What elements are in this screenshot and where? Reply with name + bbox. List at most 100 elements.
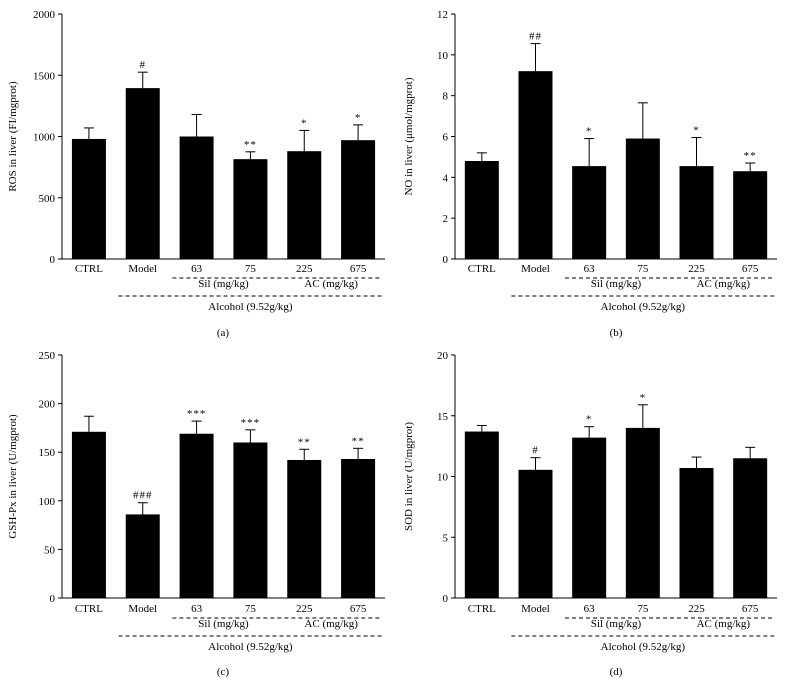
y-tick-label: 250 [39,350,56,362]
significance-mark: ** [244,139,257,151]
panel-label: (b) [610,327,623,339]
category-label: 225 [296,603,313,615]
significance-mark: * [640,392,647,404]
category-label: 675 [350,603,367,615]
category-label: 75 [245,263,257,275]
alcohol-group-label: Alcohol (9.52g/kg) [208,641,293,653]
significance-mark: ** [298,436,311,448]
panel-label: (a) [217,327,230,339]
y-tick-label: 1500 [33,70,56,82]
significance-mark: ### [133,490,153,502]
chart-panel-0: 0 500 1000 1500 2000 ROS in liver (FI/mgprot)… [7,9,385,339]
bar-75 [233,159,268,259]
ac-group-label: AC (mg/kg) [304,278,358,290]
significance-mark: * [693,125,700,137]
category-label: 675 [350,263,367,275]
sil-group-label: Sil (mg/kg) [198,278,249,290]
alcohol-group-label: Alcohol (9.52g/kg) [601,301,686,313]
y-tick-label: 150 [39,447,56,459]
y-tick-label: 200 [39,399,56,411]
category-label: Model [521,603,550,615]
significance-mark: ## [529,31,542,43]
bar-225 [679,467,714,598]
bar-CTRL [464,431,499,598]
chart-panel-3: 0 5 10 15 20 SOD in liver (U/mgprot) CTRL # Mode… [403,350,777,678]
ac-group-label: AC (mg/kg) [697,278,751,290]
alcohol-group-label: Alcohol (9.52g/kg) [601,641,686,653]
bar-675 [341,140,376,259]
y-axis-label: NO in liver (μmol/mgprot) [403,77,415,195]
y-tick-label: 0 [443,254,449,266]
category-label: CTRL [468,263,496,275]
y-tick-label: 8 [443,91,449,103]
significance-mark: *** [241,417,261,429]
bar-75 [233,442,268,598]
significance-mark: # [140,59,147,71]
y-axis-label: ROS in liver (FI/mgprot) [7,81,19,192]
significance-mark: *** [187,408,207,420]
y-tick-label: 100 [39,496,56,508]
category-label: 75 [637,263,649,275]
y-tick-label: 6 [443,132,449,144]
bar-CTRL [71,431,106,598]
chart-panel-2: 0 50 100 150 200 250 GSH-Px in liver (U/mgprot… [7,350,385,678]
y-tick-label: 50 [44,544,56,556]
category-label: CTRL [468,603,496,615]
bar-225 [287,459,322,598]
significance-mark: ** [744,150,757,162]
y-tick-label: 5 [443,532,449,544]
sil-group-label: Sil (mg/kg) [591,618,642,630]
bar-225 [287,151,322,259]
bar-675 [341,459,376,598]
y-tick-label: 12 [437,9,448,21]
significance-mark: # [532,445,539,457]
category-label: Model [128,603,157,615]
category-label: 63 [191,603,203,615]
bar-75 [625,138,660,259]
y-tick-label: 4 [443,172,449,184]
category-label: 225 [688,603,705,615]
y-tick-label: 500 [39,193,56,205]
bar-CTRL [464,161,499,259]
y-tick-label: 1000 [33,132,56,144]
category-label: 63 [191,263,203,275]
category-label: CTRL [75,263,103,275]
significance-mark: ** [352,435,365,447]
category-label: 63 [584,603,596,615]
y-tick-label: 0 [443,593,449,605]
y-tick-label: 0 [50,593,56,605]
y-tick-label: 2 [443,213,449,225]
bar-Model [125,88,160,259]
category-label: 75 [637,603,649,615]
sil-group-label: Sil (mg/kg) [591,278,642,290]
category-label: CTRL [75,603,103,615]
significance-mark: * [586,126,593,138]
significance-mark: * [355,112,362,124]
bar-225 [679,166,714,259]
category-label: 675 [742,263,759,275]
category-label: 225 [296,263,313,275]
panel-label: (c) [217,666,230,678]
category-label: Model [521,263,550,275]
y-tick-label: 2000 [33,9,56,21]
bar-63 [179,433,214,598]
category-label: 225 [688,263,705,275]
y-tick-label: 10 [437,472,449,484]
category-label: 75 [245,603,257,615]
bar-63 [572,437,607,598]
y-tick-label: 10 [437,50,449,62]
category-label: 675 [742,603,759,615]
category-label: 63 [584,263,596,275]
bar-75 [625,427,660,598]
bar-675 [733,171,768,259]
significance-mark: * [586,414,593,426]
bar-Model [518,469,553,598]
bar-63 [572,166,607,259]
significance-mark: * [301,117,308,129]
y-axis-label: SOD in liver (U/mgprot) [403,422,415,531]
bar-675 [733,458,768,598]
chart-panel-1: 0 2 4 6 8 10 12 NO in liver (μmol/mgprot) CTRL ##… [403,9,777,339]
sil-group-label: Sil (mg/kg) [198,618,249,630]
panel-label: (d) [610,666,623,678]
